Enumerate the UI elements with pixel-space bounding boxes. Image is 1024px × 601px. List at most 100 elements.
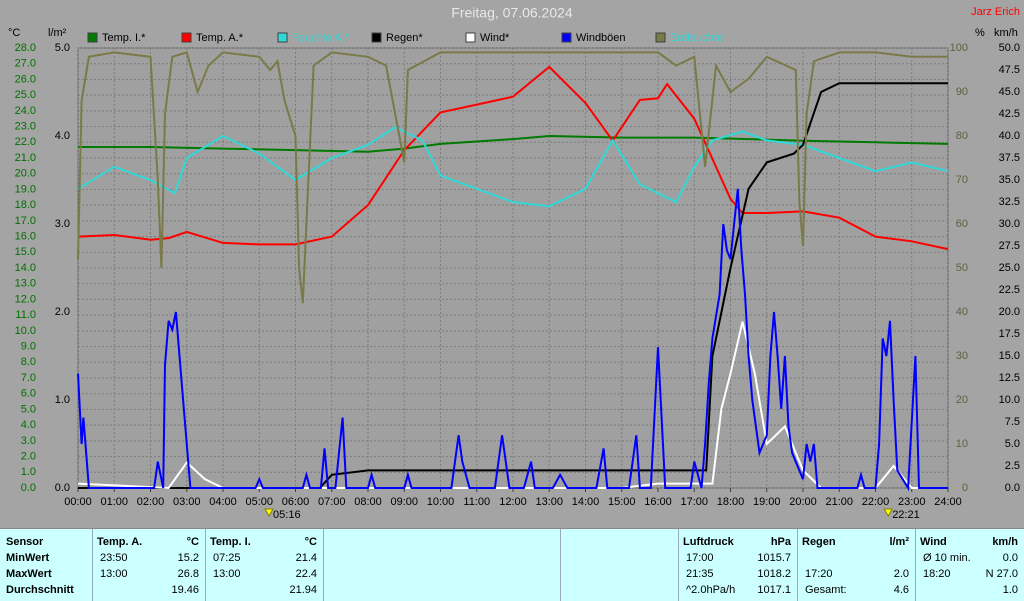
y-tick-label: 7.0: [21, 372, 36, 384]
legend-swatch: [181, 32, 192, 43]
column-border: [915, 529, 916, 601]
y4-tick-label: 5.0: [1005, 438, 1020, 450]
x-tick-label: 12:00: [499, 496, 527, 508]
header-cell: hPa: [770, 536, 791, 548]
time-cell: 21:35: [686, 568, 714, 580]
legend-swatch: [371, 32, 382, 43]
y4-tick-label: 2.5: [1005, 460, 1020, 472]
y4-tick-label: 30.0: [999, 218, 1020, 230]
x-tick-label: 22:00: [862, 496, 890, 508]
series-line: [77, 51, 948, 304]
unit-label: %: [975, 27, 985, 39]
column-border: [323, 529, 324, 601]
y-tick-label: 0.0: [21, 482, 36, 494]
time-cell: 17:00: [686, 552, 714, 564]
x-tick-label: 07:00: [318, 496, 346, 508]
y-tick-label: 9.0: [21, 340, 36, 352]
legend-label: Erdfeuchte: [670, 32, 723, 44]
y3-tick-label: 60: [956, 218, 968, 230]
value-cell: 26.8: [177, 568, 199, 580]
x-tick-label: 11:00: [463, 496, 490, 508]
x-tick-label: 16:00: [644, 496, 672, 508]
sun-icon: [883, 508, 894, 518]
x-tick-label: 10:00: [427, 496, 455, 508]
header-cell: Temp. I.: [210, 536, 251, 548]
y-tick-label: 28.0: [15, 42, 36, 54]
y-tick-label: 8.0: [21, 356, 36, 368]
legend-swatch: [561, 32, 572, 43]
row-label: MinWert: [6, 552, 50, 564]
x-tick-label: 02:00: [137, 496, 165, 508]
y4-tick-label: 22.5: [999, 284, 1020, 296]
value-cell: 0.0: [1002, 552, 1018, 564]
y4-tick-label: 40.0: [999, 130, 1020, 142]
y4-tick-label: 50.0: [999, 42, 1020, 54]
header-cell: Wind: [920, 536, 947, 548]
value-cell: 19.46: [171, 584, 199, 596]
y-tick-label: 16.0: [15, 230, 36, 242]
y2-tick-label: 2.0: [55, 306, 70, 318]
y-tick-label: 1.0: [21, 466, 36, 478]
y3-tick-label: 90: [956, 86, 968, 98]
time-cell: 18:20: [923, 568, 951, 580]
y4-tick-label: 17.5: [999, 328, 1020, 340]
x-tick-label: 09:00: [390, 496, 418, 508]
x-tick-label: 21:00: [825, 496, 853, 508]
y-tick-label: 27.0: [15, 58, 36, 70]
y2-tick-label: 1.0: [55, 394, 70, 406]
unit-label: °C: [8, 27, 20, 39]
series-line: [77, 188, 948, 492]
x-tick-label: 20:00: [789, 496, 817, 508]
value-cell: 1018.2: [757, 568, 791, 580]
y4-tick-label: 35.0: [999, 174, 1020, 186]
y-tick-label: 3.0: [21, 435, 36, 447]
y4-tick-label: 25.0: [999, 262, 1020, 274]
y-tick-label: 4.0: [21, 419, 36, 431]
value-cell: 21.4: [295, 552, 317, 564]
y4-tick-label: 7.5: [1005, 416, 1020, 428]
x-tick-label: 19:00: [753, 496, 781, 508]
x-tick-label: 01:00: [100, 496, 128, 508]
y4-tick-label: 47.5: [999, 64, 1020, 76]
y3-tick-label: 10: [956, 438, 968, 450]
legend-label: Feuchte A.*: [292, 32, 350, 44]
author: Jarz Erich: [971, 6, 1020, 18]
header-cell: Regen: [802, 536, 836, 548]
x-tick-label: 15:00: [608, 496, 636, 508]
legend-label: Wind*: [480, 32, 510, 44]
legend-label: Temp. A.*: [196, 32, 244, 44]
y3-tick-label: 80: [956, 130, 968, 142]
y-tick-label: 14.0: [15, 262, 36, 274]
sun-icon: [264, 508, 274, 518]
y3-tick-label: 100: [950, 42, 968, 54]
annotation: 05:16: [273, 509, 301, 521]
header-cell: l/m²: [889, 536, 909, 548]
value-cell: 4.6: [893, 584, 909, 596]
y3-tick-label: 70: [956, 174, 968, 186]
header-cell: Temp. A.: [97, 536, 143, 548]
y4-tick-label: 45.0: [999, 86, 1020, 98]
time-cell: Ø 10 min.: [923, 552, 971, 564]
time-cell: 07:25: [213, 552, 241, 564]
time-cell: ^2.0hPa/h: [686, 584, 736, 596]
y-tick-label: 19.0: [15, 183, 36, 195]
legend-swatch: [87, 32, 98, 43]
y3-tick-label: 0: [962, 482, 968, 494]
y-tick-label: 23.0: [15, 120, 36, 132]
column-border: [92, 529, 93, 601]
column-border: [678, 529, 679, 601]
value-cell: 1015.7: [757, 552, 791, 564]
chart: Freitag, 07.06.2024 Jarz Erich °C l/m² %…: [8, 5, 1020, 521]
x-tick-label: 04:00: [209, 496, 237, 508]
value-cell: 21.94: [289, 584, 317, 596]
value-cell: 22.4: [295, 568, 317, 580]
y-tick-label: 25.0: [15, 89, 36, 101]
header-cell: km/h: [992, 536, 1018, 548]
y3-tick-label: 20: [956, 394, 968, 406]
y-tick-label: 10.0: [15, 325, 36, 337]
series-line: [77, 126, 949, 208]
y2-tick-label: 5.0: [55, 42, 70, 54]
legend-label: Regen*: [386, 32, 423, 44]
unit-label: km/h: [994, 27, 1018, 39]
x-tick-label: 08:00: [354, 496, 382, 508]
